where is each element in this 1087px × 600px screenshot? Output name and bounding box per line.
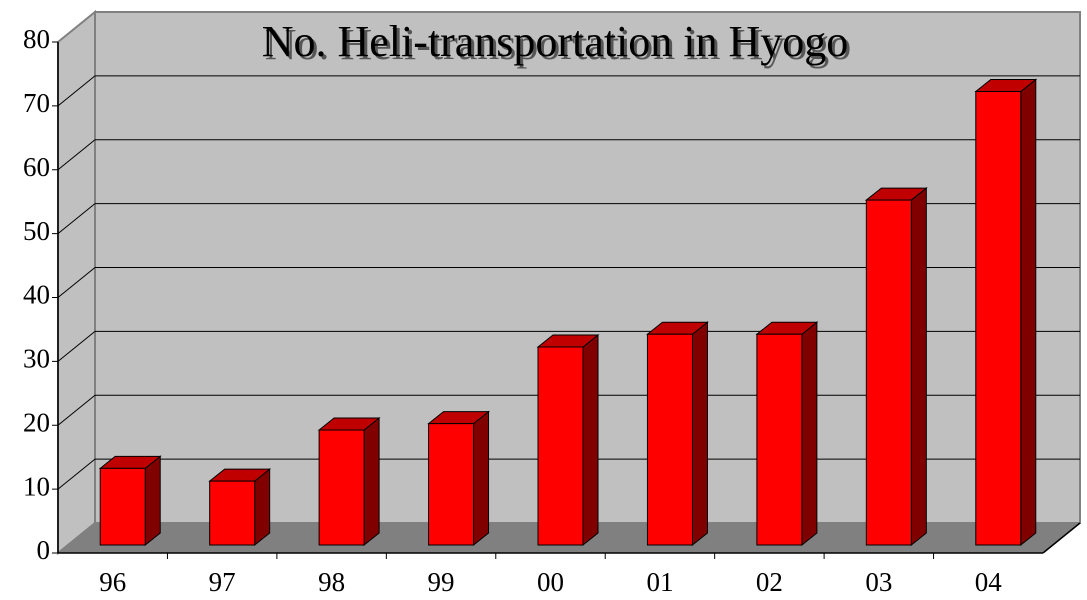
- y-tick-label: 40: [23, 280, 50, 310]
- x-tick-label: 03: [865, 567, 892, 597]
- bar-side: [363, 416, 380, 547]
- bar-side: [1020, 78, 1037, 547]
- x-tick-label: 99: [428, 567, 455, 597]
- grid-line-side: [57, 203, 96, 235]
- x-tick-label: 98: [318, 567, 345, 597]
- grid-line-side: [57, 139, 96, 171]
- bar: [756, 333, 803, 546]
- bar-side: [254, 468, 271, 547]
- chart-title: No. Heli-transportation in Hyogo: [262, 17, 849, 66]
- bar-side: [691, 321, 708, 547]
- bar-side: [582, 333, 599, 547]
- bar-side: [144, 455, 161, 547]
- floor-edge: [1042, 522, 1081, 554]
- grid-line-side: [57, 458, 96, 490]
- y-tick-label: 10: [23, 471, 50, 501]
- bar: [865, 199, 912, 546]
- x-tick-label: 00: [537, 567, 564, 597]
- grid-line-side: [57, 330, 96, 362]
- bars: [98, 78, 1038, 547]
- bar: [209, 480, 256, 546]
- chart-title-shadow: No. Heli-transportation in Hyogo: [265, 20, 852, 69]
- y-tick-label: 30: [23, 344, 50, 374]
- grid-line-side: [57, 75, 96, 107]
- x-tick-label: 02: [756, 567, 783, 597]
- bar: [99, 467, 146, 546]
- y-tick-label: 50: [23, 216, 50, 246]
- y-tick-label: 0: [37, 535, 51, 565]
- y-tick-label: 60: [23, 152, 50, 182]
- grid-line-side: [57, 267, 96, 298]
- x-tick-label: 04: [975, 567, 1003, 597]
- bar-side: [801, 321, 818, 547]
- bar-side: [910, 187, 927, 547]
- bar: [428, 423, 475, 546]
- x-tick-label: 97: [209, 567, 236, 597]
- bar: [646, 333, 693, 546]
- bar: [537, 346, 584, 546]
- bar: [318, 429, 365, 546]
- y-tick-label: 20: [23, 407, 50, 437]
- grid-line-side: [57, 394, 96, 426]
- y-tick-label: 80: [23, 24, 50, 54]
- y-tick-label: 70: [23, 88, 50, 118]
- x-tick-label: 01: [646, 567, 673, 597]
- bar-side: [473, 410, 490, 547]
- x-tick-label: 96: [99, 567, 126, 597]
- bar: [975, 90, 1022, 546]
